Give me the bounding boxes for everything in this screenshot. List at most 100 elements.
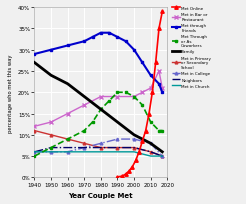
Met through
Friends: [108, 32, 111, 35]
Neighbors: [149, 151, 152, 153]
Met in Bar or
Restaurant: [99, 96, 102, 98]
Met through
Friends: [83, 41, 86, 43]
Met in Primary
or Secondary
School: [99, 147, 102, 149]
Family: [133, 134, 136, 136]
Met Online: [121, 175, 124, 177]
Met Online: [151, 92, 154, 94]
Neighbors: [66, 147, 69, 149]
Met in Bar or
Restaurant: [116, 96, 119, 98]
Met Online: [138, 151, 140, 153]
Line: Family: Family: [34, 63, 162, 152]
Legend: Met Online, Met in Bar or
Restaurant, Met through
Friends, Met Through
or As
Cow: Met Online, Met in Bar or Restaurant, Me…: [172, 7, 211, 88]
Met in Church: [66, 151, 69, 153]
Met Through
or As
Coworkers: [91, 121, 94, 124]
Met in Primary
or Secondary
School: [50, 134, 53, 136]
Met Through
or As
Coworkers: [99, 109, 102, 111]
Y-axis label: percentage who met this way: percentage who met this way: [8, 54, 13, 132]
Met through
Friends: [141, 62, 144, 64]
Met Through
or As
Coworkers: [83, 130, 86, 132]
Met in Bar or
Restaurant: [33, 125, 36, 128]
Met Online: [157, 28, 160, 31]
Met Through
or As
Coworkers: [141, 104, 144, 107]
Met in Church: [133, 151, 136, 153]
Met in Church: [161, 155, 164, 157]
Met through
Friends: [91, 37, 94, 39]
Family: [83, 96, 86, 98]
Family: [149, 142, 152, 145]
Met Online: [148, 113, 151, 115]
Met Online: [154, 62, 157, 64]
Met through
Friends: [161, 92, 164, 94]
Line: Met Online: Met Online: [116, 11, 164, 179]
Met Online: [141, 140, 144, 143]
Neighbors: [116, 147, 119, 149]
Met through
Friends: [133, 49, 136, 52]
Line: Neighbors: Neighbors: [34, 148, 162, 156]
Met Through
or As
Coworkers: [157, 130, 160, 132]
Met in Bar or
Restaurant: [83, 104, 86, 107]
Met through
Friends: [99, 32, 102, 35]
Family: [66, 83, 69, 86]
Met in College: [116, 138, 119, 141]
Met through
Friends: [116, 37, 119, 39]
Met Online: [128, 170, 131, 172]
Family: [33, 62, 36, 64]
Met in Primary
or Secondary
School: [83, 142, 86, 145]
Met in Primary
or Secondary
School: [149, 151, 152, 153]
Met in Bar or
Restaurant: [66, 113, 69, 115]
Met Through
or As
Coworkers: [116, 92, 119, 94]
Met in College: [99, 142, 102, 145]
Met in Church: [33, 151, 36, 153]
Met through
Friends: [33, 53, 36, 56]
Met through
Friends: [50, 49, 53, 52]
Met in Primary
or Secondary
School: [66, 138, 69, 141]
Met Through
or As
Coworkers: [149, 121, 152, 124]
Met in College: [83, 147, 86, 149]
Met Through
or As
Coworkers: [133, 96, 136, 98]
Met in Bar or
Restaurant: [133, 96, 136, 98]
Line: Met Through
or As
Coworkers: Met Through or As Coworkers: [33, 92, 163, 157]
Met Online: [134, 159, 137, 162]
Line: Met in Bar or
Restaurant: Met in Bar or Restaurant: [33, 70, 164, 128]
Met in Bar or
Restaurant: [149, 87, 152, 90]
Met in College: [133, 138, 136, 141]
Met in Church: [99, 151, 102, 153]
Met in Primary
or Secondary
School: [33, 130, 36, 132]
Met through
Friends: [149, 75, 152, 77]
Met Through
or As
Coworkers: [50, 147, 53, 149]
Met in College: [66, 151, 69, 153]
Neighbors: [33, 151, 36, 153]
Met Through
or As
Coworkers: [161, 130, 164, 132]
Met Through
or As
Coworkers: [33, 155, 36, 157]
Met through
Friends: [66, 45, 69, 48]
Neighbors: [161, 155, 164, 157]
Family: [99, 109, 102, 111]
Met in Church: [50, 151, 53, 153]
Met in College: [161, 155, 164, 157]
Neighbors: [133, 147, 136, 149]
Met in College: [149, 142, 152, 145]
Line: Met through
Friends: Met through Friends: [33, 32, 163, 94]
Met through
Friends: [124, 41, 127, 43]
Met Through
or As
Coworkers: [108, 100, 111, 103]
Family: [50, 75, 53, 77]
Family: [161, 151, 164, 153]
Met in Primary
or Secondary
School: [116, 147, 119, 149]
Met in College: [50, 151, 53, 153]
Met in Church: [83, 151, 86, 153]
Met in Church: [116, 151, 119, 153]
Met in Bar or
Restaurant: [157, 70, 160, 73]
Met in Bar or
Restaurant: [141, 92, 144, 94]
Neighbors: [50, 147, 53, 149]
Met in Bar or
Restaurant: [50, 121, 53, 124]
X-axis label: Year Couple Met: Year Couple Met: [69, 192, 133, 198]
Met Online: [161, 11, 164, 14]
Met Online: [116, 176, 119, 178]
Line: Met in Church: Met in Church: [34, 152, 162, 156]
Met Online: [124, 173, 127, 175]
Neighbors: [99, 147, 102, 149]
Met Through
or As
Coworkers: [124, 92, 127, 94]
Met in Primary
or Secondary
School: [161, 155, 164, 157]
Met in Primary
or Secondary
School: [133, 147, 136, 149]
Met through
Friends: [157, 83, 160, 86]
